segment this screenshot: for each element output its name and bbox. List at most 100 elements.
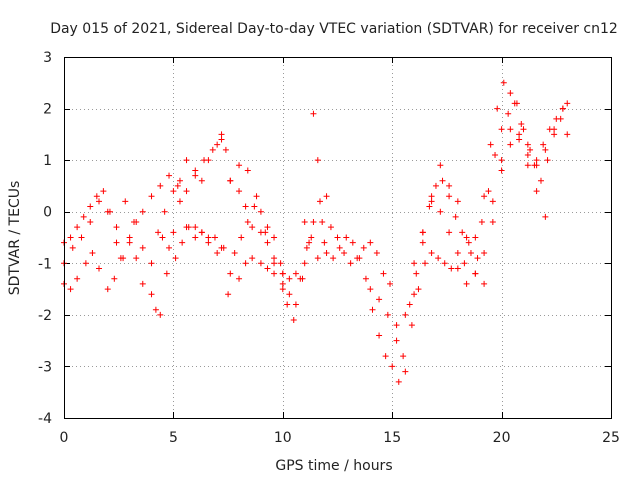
data-point bbox=[321, 239, 328, 246]
data-point bbox=[264, 239, 271, 246]
data-point bbox=[537, 177, 544, 184]
data-point bbox=[323, 249, 330, 256]
data-point bbox=[540, 141, 547, 148]
data-point bbox=[494, 105, 501, 112]
data-point bbox=[133, 255, 140, 262]
data-point bbox=[126, 234, 133, 241]
data-point bbox=[148, 260, 155, 267]
data-point bbox=[367, 239, 374, 246]
data-point bbox=[489, 198, 496, 205]
data-point bbox=[148, 193, 155, 200]
data-point bbox=[393, 322, 400, 329]
data-point bbox=[214, 141, 221, 148]
data-point bbox=[104, 286, 111, 293]
data-point bbox=[179, 239, 186, 246]
data-point bbox=[472, 234, 479, 241]
data-point bbox=[341, 249, 348, 256]
data-point bbox=[446, 182, 453, 189]
data-point bbox=[314, 255, 321, 262]
data-point bbox=[478, 219, 485, 226]
series-track-d bbox=[159, 193, 330, 324]
data-point bbox=[113, 224, 120, 231]
data-point bbox=[459, 229, 466, 236]
data-point bbox=[262, 229, 269, 236]
data-point bbox=[481, 280, 488, 287]
data-point bbox=[373, 249, 380, 256]
series-track-c bbox=[61, 136, 286, 293]
data-point bbox=[400, 353, 407, 360]
data-point bbox=[310, 110, 317, 117]
data-point bbox=[198, 229, 205, 236]
data-point bbox=[279, 286, 286, 293]
data-point bbox=[279, 280, 286, 287]
data-point bbox=[415, 286, 422, 293]
data-point bbox=[308, 234, 315, 241]
data-point bbox=[183, 157, 190, 164]
data-point bbox=[533, 157, 540, 164]
data-point bbox=[80, 213, 87, 220]
data-point bbox=[301, 260, 308, 267]
data-point bbox=[516, 131, 523, 138]
data-point bbox=[251, 203, 258, 210]
data-point bbox=[330, 255, 337, 262]
data-point bbox=[511, 100, 518, 107]
data-point bbox=[402, 368, 409, 375]
data-point bbox=[201, 157, 208, 164]
x-tick-label: 25 bbox=[602, 430, 620, 446]
data-point bbox=[336, 244, 343, 251]
data-point bbox=[176, 177, 183, 184]
data-point bbox=[472, 270, 479, 277]
data-point bbox=[551, 131, 558, 138]
y-tick-label: -4 bbox=[38, 411, 52, 427]
data-point bbox=[467, 249, 474, 256]
data-point bbox=[238, 234, 245, 241]
data-point bbox=[209, 146, 216, 153]
tick-labels: 0 5 10 15 20 25 -4 -3 -2 -1 0 1 2 3 bbox=[38, 50, 620, 446]
data-point bbox=[419, 239, 426, 246]
data-point bbox=[87, 203, 94, 210]
data-point bbox=[214, 249, 221, 256]
data-point bbox=[487, 141, 494, 148]
data-point bbox=[316, 198, 323, 205]
x-tick-label: 20 bbox=[493, 430, 511, 446]
data-point bbox=[163, 270, 170, 277]
data-point bbox=[463, 234, 470, 241]
data-point bbox=[452, 213, 459, 220]
data-point bbox=[527, 146, 534, 153]
data-point bbox=[382, 353, 389, 360]
data-point bbox=[192, 224, 199, 231]
series-track-a bbox=[61, 188, 308, 287]
data-point bbox=[159, 234, 166, 241]
data-point bbox=[557, 115, 564, 122]
data-point bbox=[192, 234, 199, 241]
data-point bbox=[454, 249, 461, 256]
data-point bbox=[463, 280, 470, 287]
data-point bbox=[319, 219, 326, 226]
data-point bbox=[227, 270, 234, 277]
data-point bbox=[192, 167, 199, 174]
data-point bbox=[533, 162, 540, 169]
data-point bbox=[231, 249, 238, 256]
data-point bbox=[257, 208, 264, 215]
data-point bbox=[323, 193, 330, 200]
data-point bbox=[286, 291, 293, 298]
data-point bbox=[249, 255, 256, 262]
data-point bbox=[524, 162, 531, 169]
data-point bbox=[271, 260, 278, 267]
x-axis-label: GPS time / hours bbox=[275, 458, 392, 474]
data-point bbox=[117, 255, 124, 262]
data-point bbox=[172, 255, 179, 262]
data-point bbox=[413, 270, 420, 277]
data-point bbox=[542, 213, 549, 220]
data-point bbox=[360, 244, 367, 251]
data-point bbox=[376, 332, 383, 339]
data-point bbox=[489, 219, 496, 226]
data-point bbox=[218, 136, 225, 143]
data-point bbox=[481, 249, 488, 256]
data-point bbox=[334, 234, 341, 241]
data-point bbox=[448, 265, 455, 272]
x-tick-label: 15 bbox=[383, 430, 401, 446]
y-axis-label: SDTVAR / TECUs bbox=[7, 181, 23, 296]
data-point bbox=[113, 239, 120, 246]
data-point bbox=[303, 244, 310, 251]
